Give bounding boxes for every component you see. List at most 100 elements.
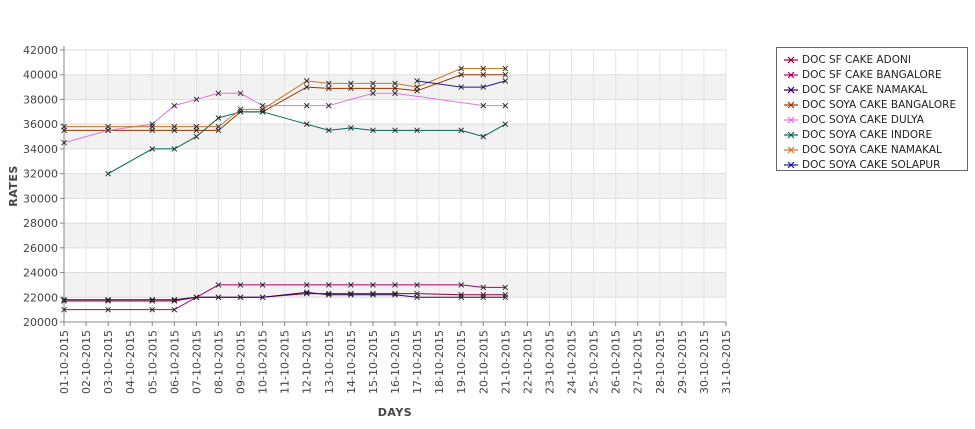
- data-point: [171, 306, 178, 313]
- data-point: [171, 146, 178, 152]
- x-tick-label: 22-10-2015: [521, 330, 534, 394]
- data-point: [171, 123, 178, 130]
- data-point: [149, 296, 156, 303]
- x-tick-label: 01-10-2015: [58, 330, 71, 394]
- series-5: [105, 108, 509, 177]
- x-tick-label: 03-10-2015: [102, 330, 115, 394]
- data-point: [370, 80, 376, 87]
- data-point: [215, 90, 222, 97]
- legend-label: DOC SOYA CAKE NAMAKAL: [802, 143, 942, 156]
- x-tick-label: 23-10-2015: [543, 330, 556, 394]
- data-point: [348, 125, 354, 131]
- data-point: [149, 121, 156, 128]
- data-point: [259, 282, 266, 288]
- data-point: [502, 102, 509, 109]
- data-point: [215, 294, 222, 301]
- data-point: [458, 65, 465, 72]
- data-point: [480, 84, 487, 90]
- x-tick-label: 28-10-2015: [654, 330, 667, 394]
- y-tick-label: 24000: [23, 267, 58, 280]
- legend-label: DOC SOYA CAKE BANGALORE: [802, 98, 957, 111]
- series-4: [61, 90, 509, 146]
- data-point: [325, 102, 332, 109]
- data-point: [370, 90, 376, 97]
- data-point: [105, 170, 111, 177]
- data-point: [392, 127, 398, 134]
- grid-lines: [63, 49, 727, 323]
- y-tick-label: 20000: [23, 316, 58, 329]
- data-point: [303, 84, 310, 90]
- data-point: [237, 294, 244, 301]
- legend-marker-icon: [784, 71, 798, 78]
- x-tick-label: 15-10-2015: [367, 330, 380, 394]
- x-tick-label: 05-10-2015: [146, 330, 159, 394]
- y-tick-label: 36000: [23, 118, 58, 131]
- data-point: [414, 78, 420, 84]
- data-point: [480, 133, 487, 140]
- data-point: [193, 294, 200, 301]
- x-tick-label: 09-10-2015: [235, 330, 248, 394]
- data-point: [325, 282, 332, 288]
- x-tick-label: 10-10-2015: [257, 330, 270, 394]
- data-point: [502, 294, 509, 301]
- data-point: [502, 284, 509, 291]
- data-point: [458, 291, 465, 298]
- legend-label: DOC SOYA CAKE DULYA: [802, 113, 924, 126]
- data-point: [370, 127, 376, 134]
- y-tick-label: 40000: [23, 69, 58, 82]
- y-tick-label: 32000: [23, 168, 58, 181]
- data-point: [171, 102, 178, 109]
- x-tick-label: 08-10-2015: [212, 330, 225, 394]
- data-point: [392, 80, 398, 87]
- data-point: [171, 296, 178, 303]
- data-point: [259, 108, 266, 115]
- data-point: [480, 71, 487, 78]
- axes: [60, 46, 727, 326]
- data-point: [193, 123, 200, 130]
- legend-item: DOC SOYA CAKE DULYA: [783, 112, 967, 127]
- y-tick-label: 34000: [23, 143, 58, 156]
- data-point: [237, 90, 244, 97]
- data-point: [215, 115, 222, 121]
- x-tick-label: 30-10-2015: [698, 330, 711, 394]
- data-point: [61, 123, 67, 130]
- data-point: [237, 282, 244, 288]
- data-point: [61, 296, 67, 303]
- data-point: [149, 146, 156, 152]
- data-point: [480, 294, 487, 301]
- legend-marker-icon: [784, 131, 798, 138]
- x-tick-label: 20-10-2015: [477, 330, 490, 394]
- legend-item: DOC SF CAKE BANGALORE: [783, 67, 967, 82]
- legend-item: DOC SOYA CAKE BANGALORE: [783, 97, 967, 112]
- series-layer: [61, 65, 509, 313]
- x-tick-label: 12-10-2015: [301, 330, 314, 394]
- x-tick-label: 27-10-2015: [632, 330, 645, 394]
- series-line: [416, 80, 506, 88]
- data-point: [105, 306, 111, 313]
- series-2: [61, 289, 509, 303]
- x-tick-label: 29-10-2015: [676, 330, 689, 394]
- data-point: [502, 78, 509, 84]
- data-point: [414, 84, 420, 90]
- data-point: [370, 291, 376, 298]
- data-point: [325, 85, 332, 92]
- data-point: [348, 85, 354, 92]
- data-point: [348, 291, 354, 298]
- x-tick-label: 24-10-2015: [566, 330, 579, 394]
- data-point: [303, 289, 310, 296]
- legend-item: DOC SF CAKE NAMAKAL: [783, 82, 967, 97]
- x-tick-label: 04-10-2015: [124, 330, 137, 394]
- x-tick-label: 21-10-2015: [499, 330, 512, 394]
- x-tick-label: 18-10-2015: [433, 330, 446, 394]
- data-point: [458, 71, 465, 78]
- x-tick-label: 17-10-2015: [411, 330, 424, 394]
- x-tick-label: 02-10-2015: [80, 330, 93, 394]
- data-point: [259, 106, 266, 113]
- data-point: [193, 96, 200, 103]
- data-point: [105, 123, 111, 130]
- y-tick-label: 42000: [23, 44, 58, 57]
- data-point: [61, 306, 67, 313]
- data-point: [458, 127, 465, 134]
- data-point: [193, 133, 200, 140]
